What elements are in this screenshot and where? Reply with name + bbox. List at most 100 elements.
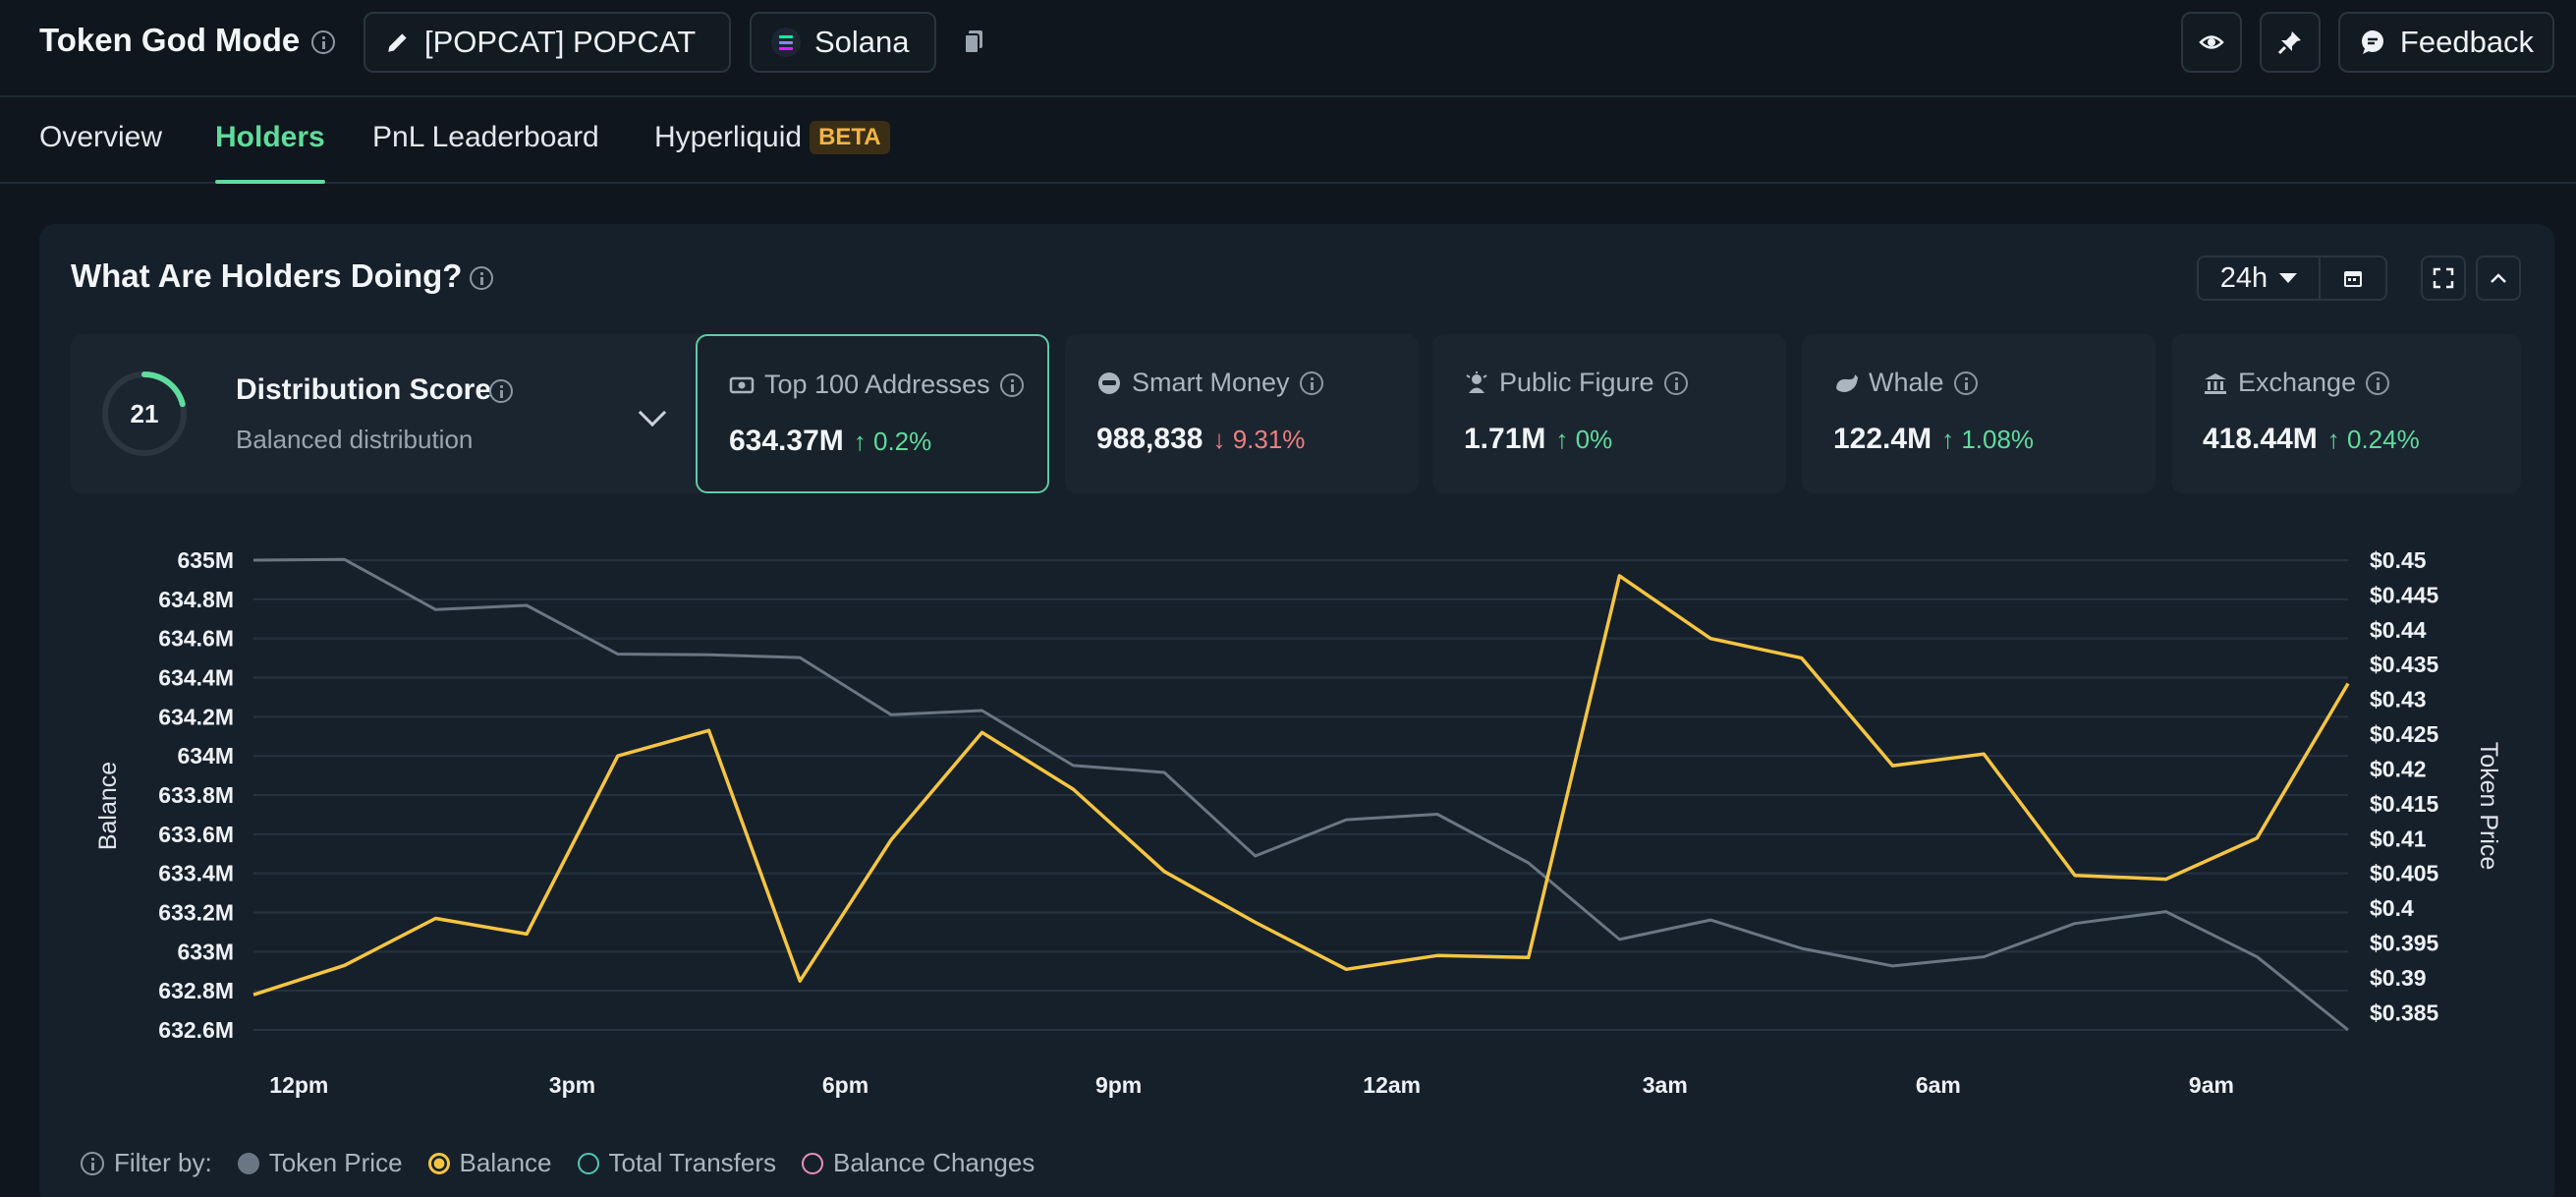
chart-grid — [253, 559, 2348, 1031]
change-up: ↑ 0% — [1555, 425, 1613, 454]
info-icon[interactable] — [470, 266, 493, 290]
x-tick-label: 6pm — [822, 1072, 868, 1098]
legend-balance-changes[interactable]: Balance Changes — [802, 1148, 1035, 1178]
legend-balance[interactable]: Balance — [427, 1148, 552, 1178]
tab-bar: Overview Holders PnL Leaderboard Hyperli… — [0, 97, 2576, 184]
legend-dot — [427, 1152, 450, 1174]
feedback-button[interactable]: Feedback — [2338, 12, 2554, 73]
card-label: Smart Money — [1132, 368, 1290, 397]
change-down: ↓ 9.31% — [1212, 425, 1306, 454]
right-tick-label: $0.395 — [2370, 930, 2439, 955]
time-range-dropdown[interactable]: 24h — [2199, 257, 2321, 299]
info-icon[interactable] — [1663, 370, 1688, 395]
info-icon[interactable] — [1299, 370, 1323, 395]
eye-icon — [2199, 35, 2224, 49]
series-line-token-price — [252, 557, 2349, 1032]
left-tick-label: 634M — [177, 743, 234, 769]
caret-down-icon — [2279, 273, 2298, 283]
info-icon[interactable] — [1953, 370, 1978, 395]
tab-overview[interactable]: Overview — [39, 121, 163, 153]
info-icon[interactable] — [489, 379, 513, 403]
right-tick-label: $0.39 — [2370, 965, 2427, 991]
solana-icon — [771, 28, 801, 57]
card-top-100-addresses[interactable]: Top 100 Addresses 634.37M ↑ 0.2% — [696, 334, 1049, 493]
card-value: 122.4M — [1833, 423, 1932, 455]
tab-pnl-leaderboard[interactable]: PnL Leaderboard — [372, 121, 599, 153]
expand-icon — [2433, 267, 2454, 289]
left-tick-label: 632.6M — [158, 1017, 234, 1043]
tab-holders[interactable]: Holders — [215, 121, 325, 184]
right-axis-ticks: $0.45 $0.445 $0.44 $0.435 $0.43 $0.425 $0.42 $0… — [2370, 547, 2439, 1025]
collapse-button[interactable] — [2476, 256, 2521, 301]
smart-money-icon — [1098, 371, 1120, 394]
legend-dot — [577, 1152, 599, 1174]
card-smart-money[interactable]: Smart Money 988,838 ↓ 9.31% — [1065, 334, 1419, 493]
card-whale[interactable]: Whale 122.4M ↑ 1.08% — [1802, 334, 2156, 493]
card-value: 418.44M — [2203, 423, 2318, 455]
card-value: 634.37M — [729, 425, 844, 457]
distribution-title: Distribution Score — [236, 373, 492, 406]
legend-total-transfers[interactable]: Total Transfers — [577, 1148, 776, 1178]
right-tick-label: $0.435 — [2370, 652, 2439, 677]
left-tick-label: 635M — [177, 547, 234, 573]
app-title: Token God Mode — [39, 22, 301, 58]
time-range-select[interactable]: 24h — [2197, 256, 2387, 301]
x-tick-label: 9pm — [1095, 1072, 1142, 1098]
tab-hyperliquid[interactable]: Hyperliquid BETA — [654, 121, 890, 184]
x-tick-label: 3pm — [549, 1072, 595, 1098]
info-icon[interactable] — [999, 372, 1024, 397]
chain-selector-button[interactable]: Solana — [750, 12, 936, 73]
chart-series — [252, 557, 2350, 1032]
right-tick-label: $0.445 — [2370, 582, 2439, 607]
token-selector-button[interactable]: [POPCAT] POPCAT — [364, 12, 731, 73]
public-figure-icon — [1466, 370, 1487, 393]
card-label: Public Figure — [1499, 368, 1654, 397]
x-axis-ticks: 12pm 3pm 6pm 9pm 12am 3am 6am 9am — [269, 1072, 2234, 1098]
legend-dot — [802, 1152, 824, 1174]
right-tick-label: $0.43 — [2370, 687, 2427, 712]
card-label: Exchange — [2238, 368, 2357, 397]
card-value: 1.71M — [1464, 423, 1546, 455]
right-axis-title: Token Price — [2475, 742, 2502, 871]
card-exchange[interactable]: Exchange 418.44M ↑ 0.24% — [2171, 334, 2521, 493]
card-label: Whale — [1869, 368, 1944, 397]
right-tick-label: $0.45 — [2370, 547, 2427, 573]
card-public-figure[interactable]: Public Figure 1.71M ↑ 0% — [1432, 334, 1786, 493]
change-up: ↑ 0.2% — [853, 427, 932, 456]
distribution-score-value: 21 — [131, 399, 159, 428]
left-tick-label: 634.4M — [158, 665, 234, 691]
left-tick-label: 633.2M — [158, 900, 234, 926]
token-label: [POPCAT] POPCAT — [424, 25, 697, 59]
card-value: 988,838 — [1096, 423, 1204, 455]
right-tick-label: $0.44 — [2370, 617, 2427, 643]
distribution-score-card[interactable]: 21 Distribution Score Balanced distribut… — [71, 334, 717, 493]
fullscreen-button[interactable] — [2421, 256, 2466, 301]
legend-token-price[interactable]: Token Price — [237, 1148, 403, 1178]
calendar-button[interactable] — [2321, 257, 2385, 299]
holders-panel: What Are Holders Doing? 24h 21 Distr — [39, 224, 2554, 1197]
left-axis-ticks: 635M 634.8M 634.6M 634.4M 634.2M 634M 633.8M 63… — [158, 547, 234, 1043]
watch-button[interactable] — [2181, 12, 2242, 73]
left-tick-label: 633.6M — [158, 822, 234, 847]
chevron-up-icon — [2491, 273, 2506, 283]
x-tick-label: 12am — [1363, 1072, 1421, 1098]
info-icon — [81, 1151, 104, 1175]
right-tick-label: $0.42 — [2370, 756, 2427, 781]
x-tick-label: 12pm — [269, 1072, 328, 1098]
chart-legend: Filter by: Token Price Balance Total Tra… — [81, 1148, 1035, 1178]
x-tick-label: 9am — [2189, 1072, 2234, 1098]
info-icon[interactable] — [311, 30, 335, 54]
panel-title: What Are Holders Doing? — [71, 257, 463, 294]
copy-icon[interactable] — [963, 28, 986, 56]
pin-icon — [2277, 31, 2301, 55]
filter-label: Filter by: — [81, 1148, 212, 1178]
pin-button[interactable] — [2260, 12, 2321, 73]
chat-icon — [2361, 30, 2383, 54]
card-label: Top 100 Addresses — [764, 370, 990, 399]
pencil-icon — [388, 33, 407, 52]
right-tick-label: $0.425 — [2370, 721, 2439, 747]
right-tick-label: $0.4 — [2370, 895, 2414, 921]
feedback-label: Feedback — [2399, 25, 2535, 59]
info-icon[interactable] — [2366, 370, 2390, 395]
